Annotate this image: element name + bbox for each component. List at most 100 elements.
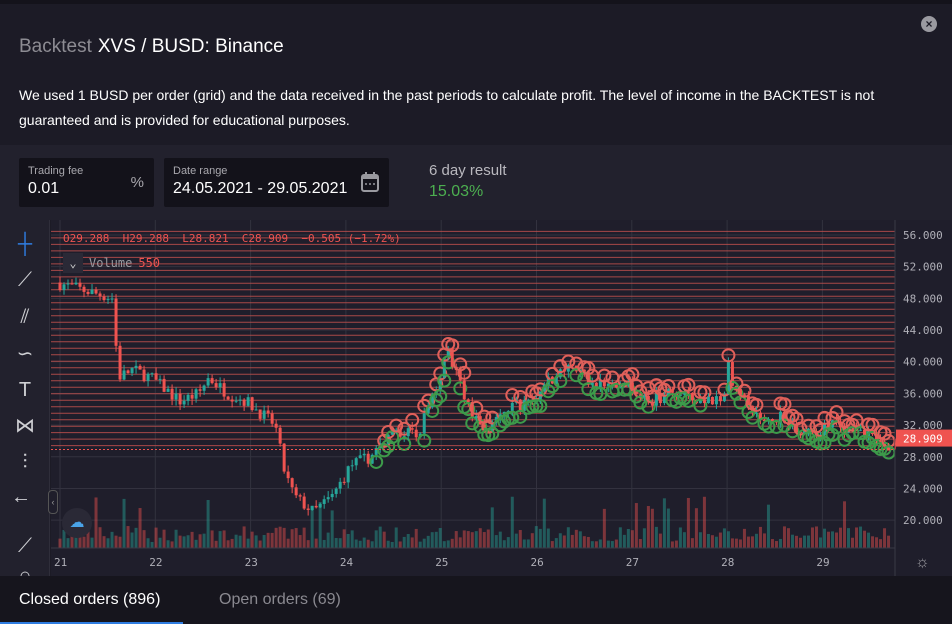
result-summary: 6 day result 15.03% xyxy=(429,162,507,200)
buy-order-marker xyxy=(825,427,840,442)
time-tick-label: 24 xyxy=(340,556,354,569)
sell-order-marker xyxy=(721,348,736,363)
candle-body xyxy=(202,385,206,391)
text-icon[interactable]: T xyxy=(18,379,32,401)
volume-bar xyxy=(66,538,70,548)
close-icon[interactable]: × xyxy=(921,16,937,32)
date-range-field[interactable]: Date range 24.05.2021 - 29.05.2021 xyxy=(164,158,389,207)
volume-bar xyxy=(290,529,294,548)
volume-bar xyxy=(106,538,110,548)
tab-open-orders[interactable]: Open orders (69) xyxy=(219,591,341,608)
candle-body xyxy=(402,436,406,438)
candle-body xyxy=(654,392,658,406)
volume-bar xyxy=(682,532,686,548)
volume-bar xyxy=(234,534,238,548)
candle-body xyxy=(158,378,162,380)
sell-order-marker xyxy=(433,366,448,381)
collapse-toolbar-button[interactable]: ‹ xyxy=(48,490,58,514)
trendline-icon[interactable]: ⟋ xyxy=(18,269,32,291)
candle-body xyxy=(298,495,302,497)
pattern-icon[interactable]: ⋈ xyxy=(15,415,35,437)
volume-bar xyxy=(218,531,222,548)
buy-order-marker xyxy=(429,393,444,408)
candle-body xyxy=(126,370,130,374)
volume-bar xyxy=(394,527,398,548)
volume-bar xyxy=(558,533,562,548)
volume-bar xyxy=(570,534,574,548)
candle-body xyxy=(70,283,74,285)
candle-body xyxy=(286,471,290,479)
back-arrow-icon[interactable]: ← xyxy=(11,486,31,508)
chart-svg[interactable]: 56.000 52.000 48.000 44.000 40.000 36.000 32.0… xyxy=(51,220,952,576)
sell-order-marker xyxy=(505,388,520,403)
volume-bar xyxy=(782,526,786,548)
sell-order-marker xyxy=(717,382,732,397)
candle-body xyxy=(887,446,891,451)
volume-bar xyxy=(618,527,622,548)
last-price-badge xyxy=(896,429,952,447)
price-tick-label: 28.000 xyxy=(903,451,943,464)
volume-bar xyxy=(214,540,218,548)
volume-bar xyxy=(78,527,82,548)
volume-bar xyxy=(466,531,470,548)
ohlc-legend: O29.288 H29.288 L28.821 C28.909 −0.505 (… xyxy=(63,232,401,245)
candle-body xyxy=(362,453,366,456)
volume-bar xyxy=(778,538,782,548)
volume-bar xyxy=(482,532,486,548)
tradingview-logo-icon[interactable]: ☁ xyxy=(62,508,92,538)
candle-body xyxy=(138,365,142,370)
volume-bar xyxy=(694,508,698,548)
settings-gear-icon[interactable]: ☼ xyxy=(915,554,930,571)
zoom-icon[interactable]: ○ xyxy=(18,565,32,576)
time-tick-label: 21 xyxy=(54,556,67,569)
volume-bar xyxy=(138,508,142,548)
price-tick-label: 36.000 xyxy=(903,387,943,400)
candle-body xyxy=(374,447,378,455)
volume-bar xyxy=(646,506,650,548)
volume-bar xyxy=(746,536,750,548)
volume-bar xyxy=(598,539,602,548)
crosshair-icon[interactable]: ┼ xyxy=(17,233,33,255)
chevron-down-icon[interactable]: ⌄ xyxy=(63,253,83,273)
candle-body xyxy=(230,399,234,402)
volume-bar xyxy=(366,539,370,548)
sell-order-marker xyxy=(777,397,792,412)
candle-body xyxy=(778,411,782,423)
trading-fee-field[interactable]: Trading fee 0.01 % xyxy=(19,158,154,207)
volume-bar xyxy=(678,527,682,548)
candle-body xyxy=(466,399,470,402)
brush-icon[interactable]: ∽ xyxy=(16,343,34,365)
candle-body xyxy=(490,422,494,430)
candle-body xyxy=(118,345,122,380)
sell-order-marker xyxy=(453,357,468,372)
volume-bar xyxy=(90,537,94,548)
candle-body xyxy=(218,383,222,388)
volume-bar xyxy=(474,531,478,548)
price-chart[interactable]: 56.000 52.000 48.000 44.000 40.000 36.000 32.0… xyxy=(48,220,952,576)
calendar-icon[interactable] xyxy=(361,172,379,192)
volume-bar xyxy=(226,540,230,548)
sell-order-marker xyxy=(809,419,824,434)
volume-bar xyxy=(831,531,835,548)
volume-bar xyxy=(802,535,806,548)
tab-closed-orders[interactable]: Closed orders (896) xyxy=(19,591,161,608)
candle-body xyxy=(590,382,594,385)
volume-bar xyxy=(374,530,378,548)
candle-body xyxy=(522,400,526,411)
volume-bar xyxy=(826,531,830,548)
volume-bar xyxy=(278,526,282,548)
sell-order-marker xyxy=(729,376,744,391)
volume-bar xyxy=(186,535,190,548)
buy-order-marker xyxy=(769,419,784,434)
volume-bar xyxy=(382,531,386,548)
candle-body xyxy=(366,453,370,464)
sell-order-marker xyxy=(657,382,672,397)
volume-bar xyxy=(302,527,306,548)
candle-body xyxy=(250,397,254,411)
forecast-icon[interactable]: ⫶ xyxy=(22,451,28,473)
candle-body xyxy=(150,373,154,375)
fib-icon[interactable]: ⫽ xyxy=(20,306,30,328)
buy-order-marker xyxy=(837,432,852,447)
volume-bar xyxy=(550,541,554,548)
ruler-icon[interactable]: ⟋ xyxy=(18,535,32,557)
